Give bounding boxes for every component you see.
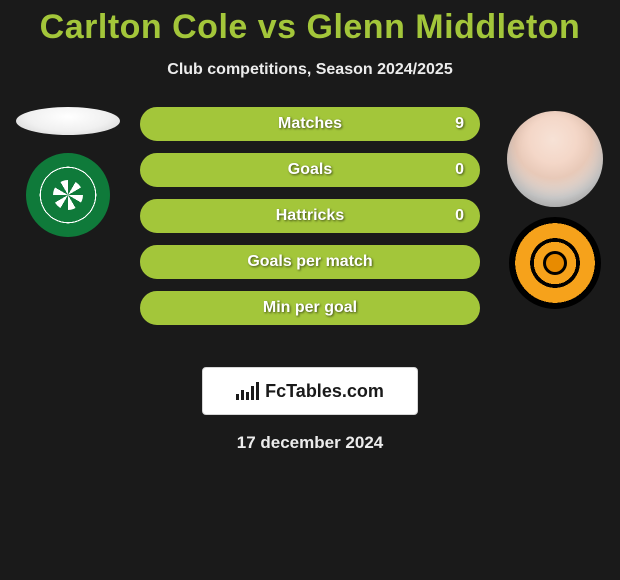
club-badge-right	[509, 217, 601, 309]
stat-row: Goals per match	[140, 245, 480, 279]
stat-value-right: 0	[455, 161, 464, 179]
stat-label: Goals	[288, 161, 332, 179]
stat-value-right: 0	[455, 207, 464, 225]
club-badge-left	[26, 153, 110, 237]
stat-row: Min per goal	[140, 291, 480, 325]
player-left-column	[8, 107, 128, 237]
stat-value-right: 9	[455, 115, 464, 133]
brand-card: FcTables.com	[202, 367, 418, 415]
stat-label: Hattricks	[276, 207, 344, 225]
brand-text: FcTables.com	[265, 381, 384, 402]
player-right-avatar	[507, 111, 603, 207]
stat-row: Matches 9	[140, 107, 480, 141]
stat-label: Goals per match	[247, 253, 372, 271]
page-title: Carlton Cole vs Glenn Middleton	[0, 0, 620, 47]
stat-label: Min per goal	[263, 299, 357, 317]
stat-label: Matches	[278, 115, 342, 133]
page-subtitle: Club competitions, Season 2024/2025	[0, 61, 620, 79]
stat-row: Hattricks 0	[140, 199, 480, 233]
bars-icon	[236, 382, 259, 400]
stats-column: Matches 9 Goals 0 Hattricks 0 Goals per match M…	[140, 107, 480, 337]
footer-date: 17 december 2024	[0, 433, 620, 453]
player-left-avatar	[16, 107, 120, 135]
stat-row: Goals 0	[140, 153, 480, 187]
player-right-column	[500, 107, 610, 309]
